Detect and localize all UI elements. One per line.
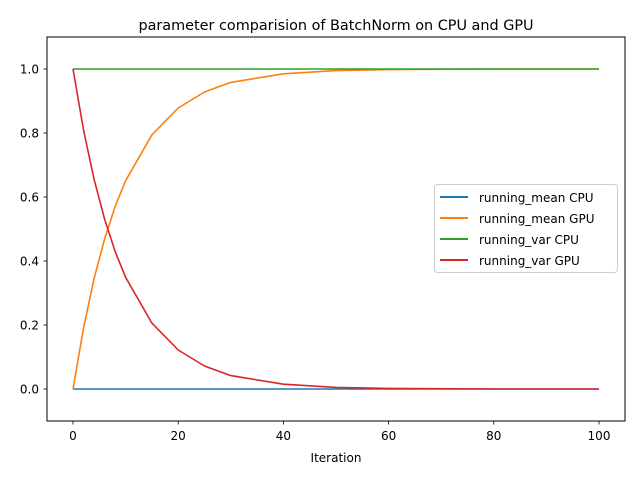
legend-label: running_mean CPU xyxy=(479,191,594,205)
y-tick-label: 0.8 xyxy=(20,127,39,141)
x-tick-label: 0 xyxy=(69,429,77,443)
series-line xyxy=(72,68,599,390)
legend-item: running_mean CPU xyxy=(440,191,594,205)
legend-item: running_var CPU xyxy=(440,233,579,247)
legend: running_mean CPU running_mean GPU runnin… xyxy=(434,184,618,273)
legend-item: running_var GPU xyxy=(440,254,580,268)
legend-label: running_var GPU xyxy=(479,254,580,268)
x-tick-label: 60 xyxy=(381,429,396,443)
legend-label: running_mean GPU xyxy=(479,212,594,226)
x-tick-label: 20 xyxy=(171,429,186,443)
x-tick-label: 40 xyxy=(276,429,291,443)
y-tick-label: 1.0 xyxy=(20,63,39,77)
x-tick-label: 100 xyxy=(588,429,611,443)
x-axis-ticks: 0 20 40 60 80 100 xyxy=(69,421,610,443)
y-tick-label: 0.2 xyxy=(20,319,39,333)
y-axis-ticks: 0.0 0.2 0.4 0.6 0.8 1.0 xyxy=(20,63,47,397)
y-tick-label: 0.4 xyxy=(20,255,39,269)
axes-frame xyxy=(46,36,626,422)
chart-title: parameter comparision of BatchNorm on CP… xyxy=(138,18,533,34)
legend-box xyxy=(434,184,618,273)
y-tick-label: 0.0 xyxy=(20,383,39,397)
y-tick-label: 0.6 xyxy=(20,191,39,205)
series-line xyxy=(72,68,599,390)
series-lines xyxy=(72,68,599,390)
x-tick-label: 80 xyxy=(486,429,501,443)
x-axis-label: Iteration xyxy=(311,451,362,465)
legend-label: running_var CPU xyxy=(479,233,579,247)
legend-item: running_mean GPU xyxy=(440,212,594,226)
